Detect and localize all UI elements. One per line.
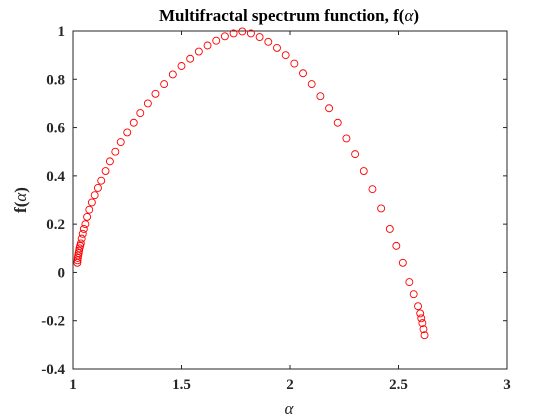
data-point — [418, 319, 427, 328]
data-point — [85, 205, 94, 214]
data-point — [359, 167, 368, 175]
data-point — [414, 302, 422, 311]
data-point — [186, 54, 195, 63]
data-point — [377, 204, 386, 213]
x-axis: 1 1.5 2 2.5 3 — [69, 31, 511, 393]
data-point — [203, 41, 212, 50]
data-point — [87, 198, 96, 207]
data-point — [90, 191, 99, 200]
y-tick-label: 0.2 — [46, 217, 65, 233]
data-series — [73, 27, 429, 340]
data-point — [299, 69, 307, 78]
data-point — [264, 37, 273, 46]
data-point — [143, 99, 152, 108]
data-point — [405, 278, 414, 287]
data-point — [417, 314, 426, 323]
data-point — [79, 225, 88, 233]
data-point — [93, 183, 102, 192]
data-point — [385, 225, 394, 233]
data-point — [229, 29, 238, 38]
data-point — [246, 29, 255, 38]
data-point — [97, 176, 106, 185]
data-point — [111, 147, 120, 156]
data-point — [307, 80, 316, 89]
data-point — [316, 92, 325, 101]
y-axis: -0.4 -0.2 0 0.2 0.4 0.6 0.8 1 — [41, 24, 507, 378]
data-point — [281, 51, 290, 60]
data-point — [160, 80, 169, 89]
chart-title: Multifractal spectrum function, f(α) — [159, 6, 419, 25]
data-point — [368, 185, 377, 194]
data-point — [212, 36, 221, 45]
data-point — [123, 128, 132, 137]
data-point — [101, 167, 110, 175]
data-point — [392, 241, 401, 250]
data-point — [333, 118, 342, 127]
data-point — [409, 290, 418, 299]
data-point — [342, 134, 351, 143]
data-point — [151, 89, 160, 98]
data-point — [419, 325, 428, 334]
data-point — [420, 331, 429, 340]
x-tick-label: 3 — [503, 377, 511, 393]
x-tick-label: 2 — [286, 377, 294, 393]
y-tick-label: 0.4 — [46, 169, 65, 185]
x-axis-label: α — [285, 399, 295, 418]
y-tick-label: 0 — [58, 265, 66, 281]
data-point — [290, 59, 299, 68]
data-point — [77, 234, 86, 243]
data-point — [78, 229, 87, 238]
y-tick-label: 0.8 — [46, 72, 65, 88]
x-tick-label: 1 — [69, 377, 77, 393]
x-tick-label: 2.5 — [389, 377, 408, 393]
data-point — [325, 104, 334, 113]
data-point — [351, 150, 360, 159]
y-tick-label: 1 — [58, 24, 66, 40]
data-point — [238, 27, 247, 36]
data-point — [255, 33, 264, 41]
data-point — [116, 138, 125, 147]
data-point — [194, 47, 203, 56]
data-point — [220, 32, 229, 41]
y-axis-label: f(α) — [11, 187, 30, 213]
x-tick-label: 1.5 — [172, 377, 191, 393]
data-point — [136, 109, 145, 118]
data-point — [81, 220, 90, 229]
data-point — [129, 118, 138, 127]
data-point — [416, 309, 425, 318]
y-tick-label: -0.2 — [41, 314, 65, 330]
y-tick-label: -0.4 — [41, 362, 65, 378]
plot-area — [72, 30, 508, 370]
y-tick-label: 0.6 — [46, 121, 65, 137]
data-point — [398, 258, 407, 267]
data-point — [177, 62, 186, 70]
data-point — [105, 157, 114, 166]
data-point — [76, 239, 85, 248]
data-point — [83, 212, 92, 221]
data-point — [273, 43, 281, 52]
data-point — [168, 70, 177, 79]
